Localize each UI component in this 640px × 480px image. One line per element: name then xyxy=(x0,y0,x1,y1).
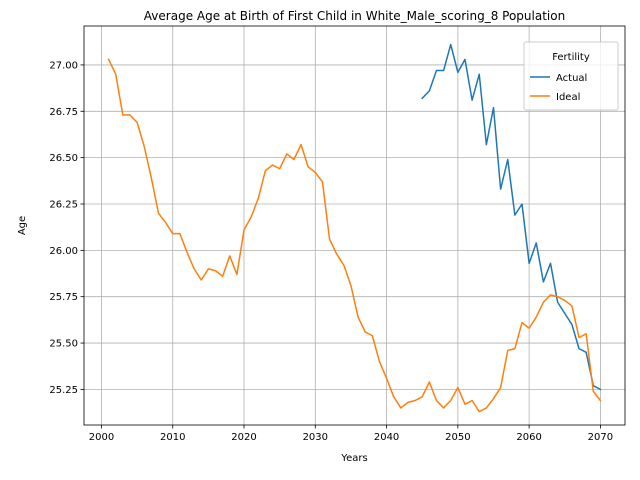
y-tick-label: 26.75 xyxy=(49,107,78,118)
y-tick-label: 26.00 xyxy=(49,246,78,257)
legend: Fertility Actual Ideal xyxy=(524,42,618,110)
y-tick-label: 25.25 xyxy=(49,385,78,396)
y-tick-label: 26.50 xyxy=(49,153,78,164)
y-tick-label: 26.25 xyxy=(49,199,78,210)
legend-title: Fertility xyxy=(552,52,590,63)
x-tick-label: 2050 xyxy=(445,432,470,443)
y-tick-label: 25.50 xyxy=(49,339,78,350)
x-tick-label: 2060 xyxy=(516,432,541,443)
x-tick-label: 2000 xyxy=(89,432,114,443)
x-tick-label: 2070 xyxy=(588,432,613,443)
legend-label-ideal: Ideal xyxy=(556,92,580,103)
y-axis-title: Age xyxy=(17,216,28,235)
x-axis-title: Years xyxy=(340,453,367,464)
y-tick-label: 25.75 xyxy=(49,292,78,303)
x-tick-label: 2030 xyxy=(303,432,328,443)
y-tick-label: 27.00 xyxy=(49,60,78,71)
x-tick-label: 2020 xyxy=(231,432,256,443)
chart-title: Average Age at Birth of First Child in W… xyxy=(144,9,565,23)
x-tick-label: 2010 xyxy=(160,432,185,443)
x-tick-label: 2040 xyxy=(374,432,399,443)
legend-label-actual: Actual xyxy=(556,73,587,84)
